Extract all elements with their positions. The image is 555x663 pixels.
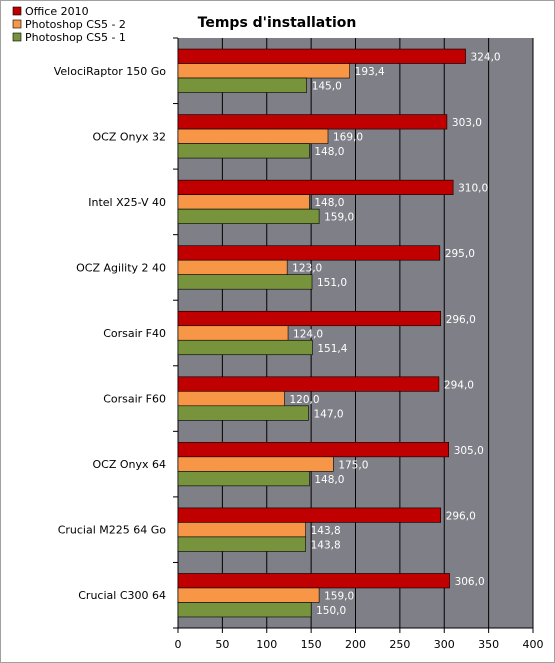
data-label: 159,0	[324, 590, 354, 602]
bar	[177, 536, 306, 552]
data-label: 310,0	[458, 183, 488, 195]
bar	[177, 507, 442, 523]
bar	[177, 274, 313, 290]
legend-swatch	[12, 32, 22, 42]
data-label: 148,0	[314, 146, 344, 158]
data-label: 123,0	[292, 263, 322, 275]
bar	[177, 522, 306, 538]
bar	[177, 128, 329, 144]
x-tick-label: 150	[301, 638, 322, 651]
data-label: 143,8	[311, 525, 341, 537]
data-label: 294,0	[444, 379, 474, 391]
category-label: OCZ Onyx 64	[92, 458, 166, 471]
data-label: 151,4	[317, 343, 347, 355]
category-label: VelociRaptor 150 Go	[54, 65, 167, 78]
bar	[177, 376, 440, 392]
bar	[177, 194, 310, 210]
x-tick-label: 200	[345, 638, 366, 651]
bar	[177, 245, 441, 261]
bar	[177, 325, 289, 341]
data-label: 148,0	[314, 197, 344, 209]
bar	[177, 456, 334, 472]
data-label: 145,0	[312, 81, 342, 93]
data-label: 169,0	[333, 132, 363, 144]
data-label: 306,0	[455, 576, 485, 588]
legend-swatch	[12, 6, 22, 16]
legend-label: Photoshop CS5 - 2	[25, 18, 126, 31]
data-label: 143,8	[311, 539, 341, 551]
data-label: 120,0	[290, 394, 320, 406]
x-tick-label: 350	[478, 638, 499, 651]
data-label: 175,0	[338, 459, 368, 471]
bar	[177, 63, 350, 79]
bar	[177, 77, 307, 93]
bar	[177, 587, 320, 603]
data-label: 150,0	[316, 605, 346, 617]
data-label: 305,0	[454, 445, 484, 457]
bar	[177, 310, 442, 327]
bar	[177, 391, 285, 407]
data-label: 193,4	[355, 66, 385, 78]
x-tick-label: 300	[434, 638, 455, 651]
category-label: Intel X25-V 40	[88, 196, 166, 209]
category-label: OCZ Agility 2 40	[76, 261, 166, 274]
x-tick-label: 250	[389, 638, 410, 651]
data-label: 147,0	[313, 408, 343, 420]
bar	[177, 143, 310, 159]
data-label: 324,0	[471, 52, 501, 64]
category-label: Crucial M225 64 Go	[58, 524, 167, 537]
category-label: Corsair F60	[103, 393, 166, 406]
bar	[177, 259, 288, 275]
category-label: Crucial C300 64	[78, 589, 166, 602]
legend-label: Photoshop CS5 - 1	[25, 31, 126, 44]
category-label: Corsair F40	[103, 327, 166, 340]
bar	[177, 471, 310, 487]
data-label: 151,0	[317, 277, 347, 289]
chart-title: Temps d'installation	[198, 15, 357, 31]
legend-label: Office 2010	[25, 5, 89, 18]
bar	[177, 405, 309, 421]
data-label: 159,0	[324, 212, 354, 224]
x-tick-label: 100	[256, 638, 277, 651]
category-label: OCZ Onyx 32	[92, 130, 166, 143]
data-label: 148,0	[314, 474, 344, 486]
bar	[177, 208, 320, 224]
data-label: 124,0	[293, 328, 323, 340]
bar	[177, 48, 466, 64]
bar	[177, 573, 450, 589]
x-tick-label: 50	[215, 638, 229, 651]
bar	[177, 602, 312, 618]
x-tick-label: 400	[523, 638, 544, 651]
x-tick-label: 0	[175, 638, 182, 651]
data-label: 295,0	[445, 248, 475, 260]
bar	[177, 442, 449, 458]
bar	[177, 179, 454, 195]
bar	[177, 114, 448, 130]
data-label: 303,0	[452, 117, 482, 129]
data-label: 296,0	[446, 510, 476, 522]
data-label: 296,0	[446, 314, 476, 326]
bar	[177, 339, 313, 356]
legend-swatch	[12, 19, 22, 29]
